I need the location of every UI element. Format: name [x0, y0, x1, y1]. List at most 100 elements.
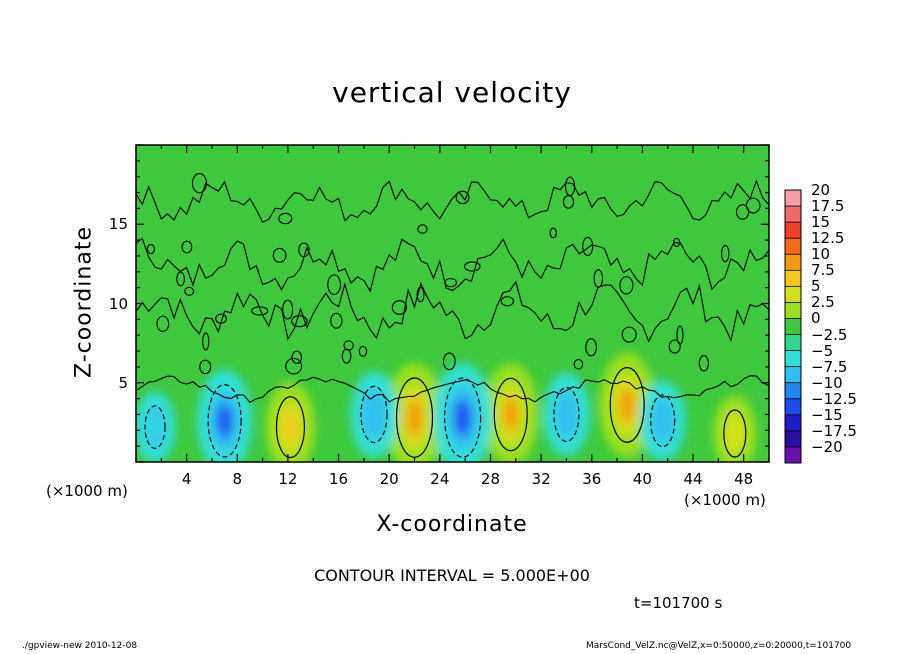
y-tick-label: 15 — [108, 215, 128, 234]
positive-contour — [395, 377, 434, 458]
x-tick-label: 44 — [683, 470, 703, 488]
small-contour — [455, 190, 470, 205]
colorbar-label: −20 — [811, 437, 843, 456]
zero-contour — [136, 280, 769, 343]
small-contour — [391, 300, 407, 315]
chart-title: vertical velocity — [332, 76, 572, 109]
x-tick-label: 24 — [430, 470, 450, 488]
footer-left: ./gpview-new 2010-12-08 — [22, 641, 138, 651]
small-contour — [416, 286, 425, 303]
small-contour — [593, 269, 604, 288]
small-contour — [582, 236, 594, 256]
colorbar-label: −15 — [811, 405, 843, 424]
colorbar-swatch — [785, 430, 801, 448]
small-contour — [358, 345, 368, 357]
positive-contour — [609, 367, 645, 443]
extremum-core — [454, 398, 471, 437]
small-contour — [673, 237, 681, 248]
small-contour — [668, 339, 681, 354]
colorbar-label: 5 — [811, 277, 821, 296]
small-contour — [698, 354, 709, 372]
small-contour — [549, 227, 557, 239]
colorbar-label: −2.5 — [811, 325, 848, 344]
small-contour — [282, 299, 294, 320]
colorbar-label: −5 — [811, 341, 834, 360]
colorbar-swatch — [785, 222, 801, 239]
x-tick-label: 16 — [329, 470, 349, 488]
negative-contour — [144, 405, 166, 449]
extremum-core — [149, 416, 161, 439]
colorbar — [784, 189, 802, 464]
time-label: t=101700 s — [634, 594, 723, 612]
small-contour — [619, 276, 634, 295]
small-contour — [621, 326, 637, 343]
small-contour — [184, 286, 195, 296]
zero-contour — [136, 375, 769, 403]
x-tick-label: 28 — [480, 470, 501, 488]
extremum-core — [656, 407, 669, 434]
colorbar-swatch — [785, 350, 801, 368]
x-tick-label: 48 — [734, 470, 754, 488]
small-contour — [291, 315, 308, 328]
colorbar-swatch — [785, 302, 801, 319]
extremum-core — [619, 387, 635, 423]
small-contour — [181, 240, 193, 254]
colorbar-label: 17.5 — [811, 197, 845, 216]
colorbar-label: −10 — [811, 373, 843, 392]
small-contour — [564, 176, 576, 197]
small-contour — [343, 340, 354, 351]
small-contour — [156, 315, 170, 333]
small-contour — [330, 312, 343, 329]
colorbar-label: 15 — [811, 213, 831, 232]
small-contour — [341, 348, 352, 364]
colorbar-swatch — [785, 270, 801, 287]
x-tick-label: 8 — [232, 470, 243, 488]
colorbar-swatch — [785, 366, 801, 384]
small-contour — [191, 173, 208, 194]
small-contour — [585, 338, 597, 357]
x-axis-label: X-coordinate — [376, 512, 528, 537]
small-contour — [735, 204, 750, 220]
colorbar-label: 10 — [811, 245, 831, 264]
positive-contour — [493, 377, 528, 452]
colorbar-swatch — [785, 398, 801, 416]
footer-right: MarsCond_VelZ.nc@VelZ,x=0:50000,z=0:2000… — [586, 641, 852, 651]
colorbar-swatch — [785, 190, 801, 207]
small-contour — [199, 359, 212, 375]
extremum-core — [560, 401, 573, 428]
small-contour — [298, 242, 310, 258]
extremum-core — [503, 397, 519, 432]
colorbar-label: 2.5 — [811, 293, 835, 312]
negative-contour — [444, 377, 482, 458]
colorbar-swatch — [785, 238, 801, 255]
extremum-core — [283, 412, 298, 443]
positive-contour — [723, 409, 747, 458]
positive-contour — [275, 396, 306, 459]
small-contour — [417, 224, 428, 234]
x-tick-label: 40 — [632, 470, 652, 488]
colorbar-label: 0 — [811, 309, 821, 328]
extremum-core — [729, 421, 741, 446]
colorbar-label: −17.5 — [811, 421, 857, 440]
y-axis-label: Z-coordinate — [71, 226, 97, 378]
extremum-core — [217, 403, 233, 439]
axes — [135, 144, 770, 463]
small-contour — [251, 306, 269, 316]
colorbar-swatch — [785, 382, 801, 400]
colorbar-label: 7.5 — [811, 261, 835, 280]
x-tick-label: 20 — [379, 470, 399, 488]
colorbar-label: 12.5 — [811, 229, 845, 248]
small-contour — [278, 212, 293, 225]
colorbar-swatch — [785, 334, 801, 352]
zero-contour — [136, 237, 769, 293]
x-tick-label: 32 — [531, 470, 551, 488]
small-contour — [215, 313, 227, 324]
colorbar-swatch — [785, 206, 801, 223]
y-tick-label: 10 — [108, 294, 128, 313]
small-contour — [745, 197, 761, 214]
small-contour — [720, 244, 730, 263]
small-contour — [444, 277, 457, 288]
small-contour — [442, 352, 456, 371]
small-contour — [285, 357, 303, 375]
